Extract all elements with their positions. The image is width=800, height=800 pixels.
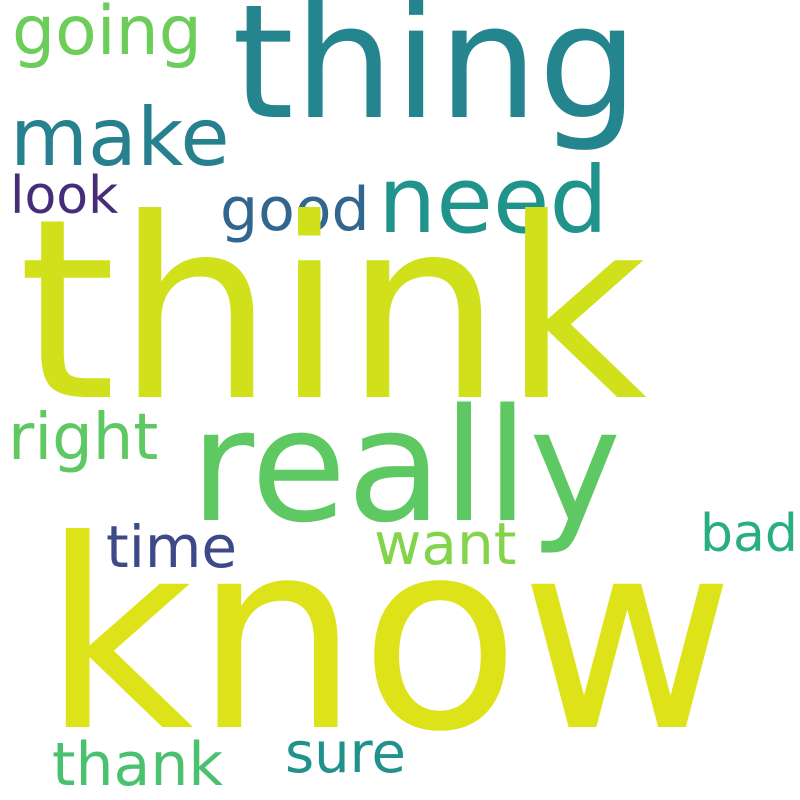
word-make: make: [10, 91, 230, 184]
word-sure: sure: [285, 721, 406, 786]
word-know: know: [42, 484, 735, 789]
word-thank: thank: [52, 730, 224, 800]
word-time: time: [106, 513, 238, 581]
word-bad: bad: [700, 504, 798, 564]
word-thing: thing: [232, 0, 639, 155]
word-right: right: [8, 401, 159, 475]
word-want: want: [374, 510, 517, 578]
word-going: going: [12, 0, 202, 71]
word-look: look: [10, 166, 119, 226]
word-really: really: [190, 375, 622, 557]
word-good: good: [220, 175, 370, 245]
word-need: need: [378, 147, 608, 254]
word-think: think: [18, 165, 648, 456]
